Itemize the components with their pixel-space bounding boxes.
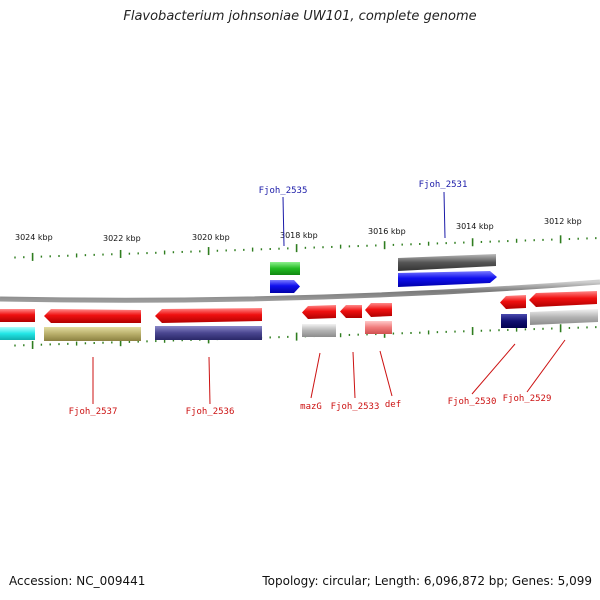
gene-arrow-fjoh-2536[interactable]	[155, 308, 262, 323]
gene-arrow-fjoh-2533[interactable]	[340, 305, 362, 318]
cog-bar-fjoh-2531	[398, 254, 496, 271]
gene-label-mazG[interactable]: mazG	[300, 402, 322, 412]
scale-label: 3018 kbp	[280, 231, 318, 240]
gene-label-fjoh-2537[interactable]: Fjoh_2537	[69, 407, 118, 417]
scale-label: 3022 kbp	[103, 234, 141, 243]
gene-arrow-fjoh-2531[interactable]	[398, 271, 497, 287]
reverse-genes	[0, 291, 598, 341]
gene-label-def[interactable]: def	[385, 400, 401, 410]
gene-arrow-fjoh-2535[interactable]	[270, 280, 300, 293]
gene-arrow-mazG[interactable]	[302, 305, 336, 319]
cog-bar-mazG	[302, 324, 336, 337]
gene-arrow-def[interactable]	[365, 303, 392, 317]
label-leaders	[92, 191, 566, 405]
cog-bar-fjoh-2530	[501, 314, 527, 328]
gene-arrow-fjoh-2530[interactable]	[500, 295, 526, 309]
scale-label: 3014 kbp	[456, 222, 494, 231]
gene-arrow-left-edge[interactable]	[0, 309, 35, 322]
gene-label-fjoh-2530[interactable]: Fjoh_2530	[448, 397, 497, 407]
scale-label: 3024 kbp	[15, 233, 53, 242]
gene-label-fjoh-2533[interactable]: Fjoh_2533	[331, 402, 380, 412]
gene-label-fjoh-2531[interactable]: Fjoh_2531	[419, 180, 468, 190]
gene-arrow-fjoh-2537[interactable]	[44, 309, 141, 323]
cog-bar-fjoh-2535	[270, 262, 300, 275]
scale-label: 3020 kbp	[192, 233, 230, 242]
scale-label: 3016 kbp	[368, 227, 406, 236]
gene-label-fjoh-2535[interactable]: Fjoh_2535	[259, 186, 308, 196]
genome-summary-text: Topology: circular; Length: 6,096,872 bp…	[262, 574, 592, 588]
genome-backbone	[0, 279, 600, 303]
accession-text: Accession: NC_009441	[9, 574, 146, 588]
cog-bar-left-edge	[0, 327, 35, 340]
scale-ticks-forward	[14, 235, 597, 261]
cog-bar-fjoh-2529	[530, 309, 598, 325]
forward-genes	[270, 254, 497, 293]
scale-labels: 3024 kbp 3022 kbp 3020 kbp 3018 kbp 3016…	[15, 217, 582, 243]
cog-bar-fjoh-2537	[44, 327, 141, 341]
cog-bar-def	[365, 321, 392, 334]
map-title: Flavobacterium johnsoniae UW101, complet…	[123, 9, 477, 24]
gene-label-fjoh-2536[interactable]: Fjoh_2536	[186, 407, 235, 417]
gene-label-fjoh-2529[interactable]: Fjoh_2529	[503, 394, 552, 404]
gene-arrow-fjoh-2529[interactable]	[529, 291, 597, 307]
cog-bar-fjoh-2536	[155, 326, 262, 340]
scale-label: 3012 kbp	[544, 217, 582, 226]
